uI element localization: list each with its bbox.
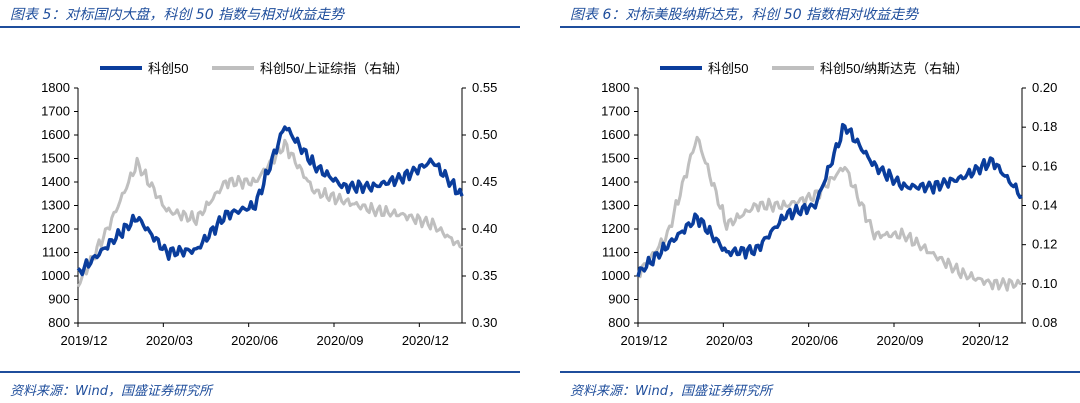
- y-tick-label-right: 0.20: [1032, 80, 1057, 95]
- x-tick-label: 2020/12: [962, 333, 1009, 348]
- x-tick-label: 2019/12: [61, 333, 108, 348]
- y-tick-label-left: 1000: [601, 268, 630, 283]
- y-tick-label-left: 1700: [601, 104, 630, 119]
- y-tick-label-left: 1500: [41, 151, 70, 166]
- y-tick-label-left: 1300: [601, 198, 630, 213]
- series-line-ratio: [636, 135, 1023, 292]
- y-tick-label-right: 0.45: [472, 174, 497, 189]
- x-tick-label: 2020/03: [146, 333, 193, 348]
- y-tick-label-left: 1800: [41, 80, 70, 95]
- y-tick-label-right: 0.35: [472, 268, 497, 283]
- legend: 科创50 科创50/纳斯达克（右轴）: [660, 61, 968, 76]
- x-tick-label: 2020/09: [317, 333, 364, 348]
- y-tick-label-left: 800: [608, 315, 630, 330]
- y-tick-label-left: 1300: [41, 198, 70, 213]
- y-tick-label-right: 0.30: [472, 315, 497, 330]
- x-tick-label: 2020/06: [231, 333, 278, 348]
- y-tick-label-right: 0.16: [1032, 158, 1057, 173]
- y-tick-label-left: 1500: [601, 151, 630, 166]
- y-tick-label-left: 1700: [41, 104, 70, 119]
- x-tick-label: 2019/12: [621, 333, 668, 348]
- legend-label-ratio: 科创50/上证综指（右轴）: [260, 61, 408, 76]
- figure-title: 图表 5：对标国内大盘，科创 50 指数与相对收益走势: [10, 7, 345, 23]
- x-tick-label: 2020/03: [706, 333, 753, 348]
- y-tick-label-left: 900: [48, 292, 70, 307]
- series-line-index: [636, 122, 1023, 278]
- y-tick-label-left: 1600: [601, 127, 630, 142]
- y-tick-label-right: 0.14: [1032, 198, 1057, 213]
- x-tick-label: 2020/06: [791, 333, 838, 348]
- footer-rule: [560, 371, 1080, 373]
- title-rule: [0, 26, 520, 28]
- source-note: 资料来源：Wind，国盛证券研究所: [10, 384, 212, 399]
- y-tick-label-left: 1800: [601, 80, 630, 95]
- line-chart: 800 900 1000 1100 1200 1300 1400 1500 1600 1700 18…: [41, 61, 497, 348]
- legend: 科创50 科创50/上证综指（右轴）: [100, 61, 408, 76]
- y-tick-label-left: 800: [48, 315, 70, 330]
- series-line-index: [76, 125, 464, 277]
- x-tick-label: 2020/09: [877, 333, 924, 348]
- y-tick-label-left: 900: [608, 292, 630, 307]
- y-tick-label-left: 1100: [42, 245, 70, 260]
- y-tick-label-right: 0.10: [1032, 276, 1057, 291]
- y-tick-label-left: 1400: [41, 174, 70, 189]
- y-tick-label-left: 1200: [41, 221, 70, 236]
- y-tick-label-left: 1200: [601, 221, 630, 236]
- legend-label-index: 科创50: [148, 61, 188, 76]
- title-rule: [560, 26, 1080, 28]
- y-tick-label-right: 0.18: [1032, 119, 1057, 134]
- y-tick-label-left: 1600: [41, 127, 70, 142]
- figure-title: 图表 6：对标美股纳斯达克，科创 50 指数相对收益走势: [570, 7, 919, 23]
- legend-label-ratio: 科创50/纳斯达克（右轴）: [820, 61, 968, 76]
- line-chart: 800 900 1000 1100 1200 1300 1400 1500 1600 1700 18…: [601, 61, 1057, 348]
- x-tick-label: 2020/12: [402, 333, 449, 348]
- source-note: 资料来源：Wind，国盛证券研究所: [570, 384, 772, 399]
- y-tick-label-left: 1000: [41, 268, 70, 283]
- chart-panel-right: 图表 6：对标美股纳斯达克，科创 50 指数相对收益走势 800 900 1000 1…: [560, 0, 1080, 403]
- y-tick-label-right: 0.12: [1032, 237, 1057, 252]
- y-tick-label-left: 1400: [601, 174, 630, 189]
- chart-panel-left: 图表 5：对标国内大盘，科创 50 指数与相对收益走势 800 900 1000 11…: [0, 0, 530, 403]
- footer-rule: [0, 371, 520, 373]
- y-tick-label-right: 0.40: [472, 221, 497, 236]
- y-tick-label-right: 0.50: [472, 127, 497, 142]
- y-tick-label-right: 0.08: [1032, 315, 1057, 330]
- y-tick-label-left: 1100: [602, 245, 630, 260]
- legend-label-index: 科创50: [708, 61, 748, 76]
- y-tick-label-right: 0.55: [472, 80, 497, 95]
